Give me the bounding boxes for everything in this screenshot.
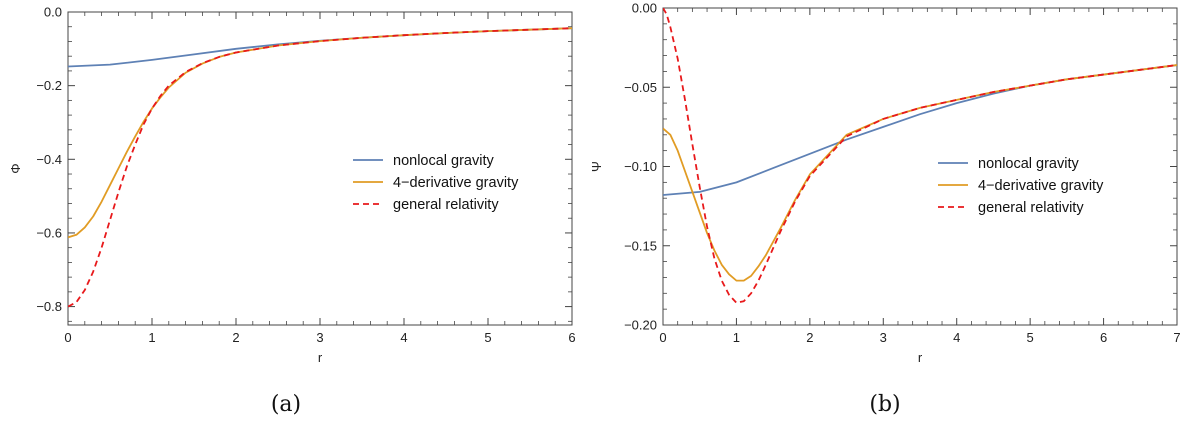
x-tick-label: 4 — [953, 330, 960, 345]
x-tick-label: 1 — [148, 330, 155, 345]
panel-b: 0 1 2 3 4 5 6 7 0.00 −0.05 −0.10 −0.15 −0.20 r Ψ nonloc… — [589, 1, 1181, 418]
panel-caption: (b) — [869, 392, 900, 417]
legend-label: nonlocal gravity — [393, 153, 494, 169]
y-axis-label: Φ — [8, 163, 23, 173]
y-tick-label: 0.00 — [632, 1, 657, 16]
x-tick-label: 6 — [568, 330, 575, 345]
x-tick-label: 3 — [880, 330, 887, 345]
legend-label: nonlocal gravity — [978, 156, 1079, 172]
y-tick-label: 0.0 — [44, 5, 62, 20]
series-line-4-derivative-gravity — [663, 64, 1177, 282]
x-tick-label: 1 — [733, 330, 740, 345]
plot-frame — [67, 11, 573, 326]
panel-a: 0 1 2 3 4 5 6 0.0 −0.2 −0.4 −0.6 −0.8 r Φ nonlocal gra… — [8, 5, 576, 418]
y-tick-label: −0.4 — [36, 152, 62, 167]
panel-caption: (a) — [271, 392, 301, 417]
series-line-general-relativity — [68, 27, 572, 308]
legend-label: general relativity — [393, 197, 499, 213]
x-tick-label: 2 — [806, 330, 813, 345]
x-axis-label: r — [918, 350, 923, 365]
series-line-nonlocal-gravity — [68, 27, 572, 68]
x-tick-label: 3 — [316, 330, 323, 345]
y-tick-label: −0.6 — [36, 225, 62, 240]
y-tick-label: −0.8 — [36, 299, 62, 314]
series-line-nonlocal-gravity — [663, 64, 1177, 196]
y-tick-label: −0.05 — [624, 80, 657, 95]
x-tick-label: 0 — [64, 330, 71, 345]
y-tick-label: −0.20 — [624, 318, 657, 333]
series-line-general-relativity — [663, 8, 1177, 304]
legend-label: 4−derivative gravity — [978, 178, 1104, 194]
x-tick-label: 6 — [1100, 330, 1107, 345]
y-axis-label: Ψ — [589, 161, 604, 172]
x-tick-label: 0 — [659, 330, 666, 345]
x-tick-label: 5 — [484, 330, 491, 345]
y-tick-label: −0.10 — [624, 159, 657, 174]
x-tick-label: 5 — [1027, 330, 1034, 345]
plot-frame — [662, 7, 1178, 326]
y-tick-label: −0.15 — [624, 238, 657, 253]
y-tick-label: −0.2 — [36, 78, 62, 93]
x-axis-label: r — [318, 350, 323, 365]
legend-label: 4−derivative gravity — [393, 175, 519, 191]
x-tick-label: 4 — [400, 330, 407, 345]
legend-label: general relativity — [978, 200, 1084, 216]
x-tick-label: 2 — [232, 330, 239, 345]
x-tick-label: 7 — [1173, 330, 1180, 345]
